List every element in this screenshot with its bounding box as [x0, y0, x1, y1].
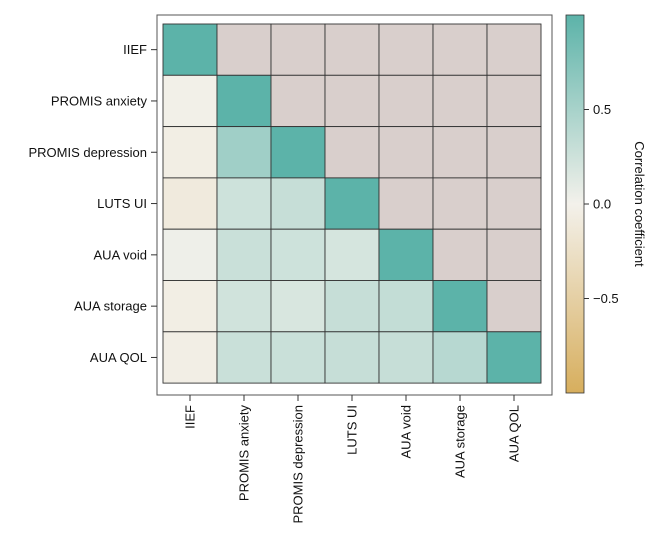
- heatmap-cell-promis-anxiety-promis-depression: [270, 74, 326, 128]
- row-label-aua-qol: AUA QOL: [90, 350, 147, 365]
- heatmap-cell-aua-qol-promis-anxiety: [216, 331, 272, 384]
- heatmap-cell-luts-ui-promis-anxiety: [216, 177, 272, 230]
- row-label-iief: IIEF: [123, 42, 147, 57]
- heatmap-cell-promis-anxiety-aua-qol: [486, 74, 542, 128]
- heatmap-cell-aua-storage-aua-void: [378, 280, 434, 333]
- heatmap-cell-aua-void-promis-depression: [270, 228, 326, 281]
- heatmap-cell-aua-qol-aua-storage: [432, 331, 488, 384]
- colorbar-tick-label: 0.5: [593, 102, 611, 117]
- heatmap-cell-promis-anxiety-aua-void: [378, 74, 434, 128]
- col-label-iief: IIEF: [183, 405, 198, 429]
- col-label-aua-qol: AUA QOL: [507, 405, 522, 462]
- heatmap-cell-aua-storage-aua-qol: [486, 280, 542, 333]
- row-label-aua-void: AUA void: [94, 247, 147, 262]
- heatmap-cell-luts-ui-aua-void: [378, 177, 434, 230]
- col-label-promis-anxiety: PROMIS anxiety: [237, 405, 252, 502]
- heatmap-cell-promis-depression-aua-qol: [486, 126, 542, 179]
- colorbar-tick-label: −0.5: [593, 291, 619, 306]
- heatmap-cell-promis-anxiety-iief: [162, 74, 218, 128]
- heatmap-cell-aua-void-aua-qol: [486, 228, 542, 281]
- heatmap-cell-luts-ui-iief: [162, 177, 218, 230]
- heatmap-cell-aua-void-aua-storage: [432, 228, 488, 281]
- col-label-aua-void: AUA void: [399, 405, 414, 458]
- heatmap-cell-aua-void-iief: [162, 228, 218, 281]
- heatmap-cell-aua-qol-aua-void: [378, 331, 434, 384]
- colorbar-title: Correlation coefficient: [632, 141, 647, 267]
- heatmap-cell-promis-depression-promis-anxiety: [216, 126, 272, 179]
- heatmap-cell-aua-storage-iief: [162, 280, 218, 333]
- heatmap-cell-aua-qol-luts-ui: [324, 331, 380, 384]
- heatmap-cell-luts-ui-promis-depression: [270, 177, 326, 230]
- heatmap-cell-promis-anxiety-aua-storage: [432, 74, 488, 128]
- heatmap-cell-iief-aua-storage: [432, 23, 488, 76]
- heatmap-cell-aua-qol-iief: [162, 331, 218, 384]
- heatmap-cell-promis-depression-iief: [162, 126, 218, 179]
- heatmap-cell-aua-storage-luts-ui: [324, 280, 380, 333]
- row-labels: IIEF PROMIS anxiety PROMIS depression LUTS …: [29, 42, 157, 365]
- heatmap-cell-iief-aua-qol: [486, 23, 542, 76]
- heatmap-cell-aua-void-luts-ui: [324, 228, 380, 281]
- heatmap-cell-luts-ui-luts-ui: [324, 177, 380, 230]
- column-labels: IIEF PROMIS anxiety PROMIS depression LUTS …: [183, 395, 522, 524]
- heatmap-cell-aua-void-aua-void: [378, 228, 434, 281]
- col-label-luts-ui: LUTS UI: [345, 405, 360, 455]
- heatmap-cell-promis-depression-promis-depression: [270, 126, 326, 179]
- heatmap-cell-iief-iief: [162, 23, 218, 76]
- heatmap-cell-aua-void-promis-anxiety: [216, 228, 272, 281]
- heatmap-cell-luts-ui-aua-storage: [432, 177, 488, 230]
- colorbar-tick-label: 0.0: [593, 197, 611, 212]
- heatmap-cell-iief-luts-ui: [324, 23, 380, 76]
- row-label-aua-storage: AUA storage: [74, 299, 147, 314]
- colorbar: 0.5 0.0 −0.5: [565, 14, 619, 394]
- heatmap-cell-luts-ui-aua-qol: [486, 177, 542, 230]
- heatmap-cell-aua-qol-aua-qol: [486, 331, 542, 384]
- heatmap-cell-aua-storage-promis-depression: [270, 280, 326, 333]
- plot-frame: [156, 14, 553, 396]
- heatmap-cell-iief-promis-depression: [270, 23, 326, 76]
- heatmap-cell-promis-depression-aua-storage: [432, 126, 488, 179]
- heatmap-cell-iief-promis-anxiety: [216, 23, 272, 76]
- heatmap-cells: [162, 23, 542, 384]
- heatmap-cell-promis-depression-aua-void: [378, 126, 434, 179]
- row-label-promis-anxiety: PROMIS anxiety: [51, 93, 148, 108]
- col-label-promis-depression: PROMIS depression: [291, 405, 306, 524]
- heatmap-cell-promis-depression-luts-ui: [324, 126, 380, 179]
- col-label-aua-storage: AUA storage: [453, 405, 468, 478]
- heatmap-cell-aua-storage-aua-storage: [432, 280, 488, 333]
- heatmap-cell-iief-aua-void: [378, 23, 434, 76]
- colorbar-gradient: [565, 14, 585, 394]
- heatmap-cell-aua-storage-promis-anxiety: [216, 280, 272, 333]
- row-label-promis-depression: PROMIS depression: [29, 145, 148, 160]
- heatmap-cell-aua-qol-promis-depression: [270, 331, 326, 384]
- heatmap-cell-promis-anxiety-promis-anxiety: [216, 74, 272, 128]
- row-label-luts-ui: LUTS UI: [97, 196, 147, 211]
- heatmap-cell-promis-anxiety-luts-ui: [324, 74, 380, 128]
